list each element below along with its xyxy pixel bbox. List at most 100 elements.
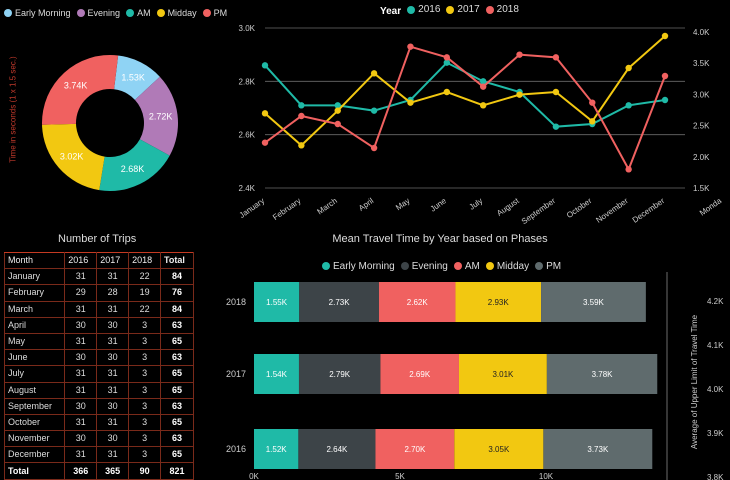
line-point-2016[interactable] [334, 102, 341, 109]
line-legend-item-2016[interactable]: 2016 [407, 4, 440, 15]
donut-slice-pm[interactable] [42, 54, 119, 125]
line-point-2017[interactable] [370, 70, 378, 77]
table-row: April 30 30 3 63 [3, 316, 194, 334]
trips-col-2018[interactable]: 2018 [128, 251, 162, 270]
line-point-2016[interactable] [443, 59, 451, 66]
trips-col-month[interactable]: Month [3, 251, 66, 270]
bar-segment-early-morning[interactable] [254, 429, 299, 469]
bar-segment-early-morning[interactable] [254, 282, 300, 322]
line-point-2018[interactable] [261, 139, 269, 146]
line-point-2018[interactable] [443, 54, 451, 61]
bar-chart-title: Mean Travel Time by Year based on Phases [332, 233, 548, 245]
line-point-2016[interactable] [552, 123, 560, 130]
bar-segment-midday[interactable] [455, 282, 542, 322]
table-cell: 31 [64, 268, 98, 286]
donut-slice-evening[interactable] [134, 76, 178, 156]
legend-item-evening[interactable]: Evening [76, 8, 120, 18]
line-point-2018[interactable] [625, 166, 632, 173]
bar-segment-evening[interactable] [298, 354, 381, 394]
legend-item-pm[interactable]: PM [202, 8, 227, 18]
donut-slice-early-morning[interactable] [114, 55, 160, 100]
bar-legend-item-pm[interactable]: PM [535, 261, 561, 272]
table-row: May 31 31 3 65 [3, 332, 194, 351]
bar-legend-item-evening[interactable]: Evening [400, 261, 448, 272]
line-point-2018[interactable] [298, 112, 305, 120]
table-cell: March [3, 300, 66, 318]
bar-segment-midday[interactable] [458, 354, 547, 394]
bar-segment-am[interactable] [378, 282, 456, 322]
legend-item-early-morning[interactable]: Early Morning [4, 8, 71, 18]
bar-segment-evening[interactable] [298, 429, 376, 469]
table-cell: 3 [128, 349, 162, 367]
trips-col-total[interactable]: Total [160, 251, 194, 270]
bar-segment-label: 2.73K [329, 298, 351, 307]
table-cell: 65 [160, 332, 194, 351]
line-point-2018[interactable] [479, 83, 487, 90]
bar-legend-item-early-morning[interactable]: Early Morning [322, 261, 395, 272]
line-point-2018[interactable] [334, 120, 341, 128]
legend-item-midday[interactable]: Midday [156, 8, 197, 18]
line-point-2017[interactable] [261, 110, 269, 117]
line-legend: Year 2016 2017 2018 [380, 4, 525, 17]
bar-segment-am[interactable] [375, 429, 455, 469]
bar-segment-early-morning[interactable] [254, 354, 299, 394]
donut-slice-am[interactable] [99, 139, 170, 191]
table-cell: 30 [64, 430, 98, 448]
line-legend-item-2018[interactable]: 2018 [485, 4, 519, 15]
line-point-2017[interactable] [334, 107, 341, 114]
line-point-2017[interactable] [625, 64, 632, 72]
line-point-2017[interactable] [407, 99, 414, 106]
line-point-2016[interactable] [479, 78, 487, 85]
table-row: March 31 31 22 84 [3, 300, 194, 318]
line-point-2018[interactable] [661, 72, 669, 80]
trips-col-2016[interactable]: 2016 [64, 251, 98, 270]
bar-segment-midday[interactable] [454, 429, 544, 469]
bar-segment-am[interactable] [380, 354, 459, 394]
line-point-2016[interactable] [625, 102, 632, 109]
line-point-2018[interactable] [589, 99, 596, 106]
bar-segment-evening[interactable] [299, 282, 379, 322]
line-point-2017[interactable] [589, 118, 596, 125]
line-point-2016[interactable] [370, 107, 378, 114]
line-point-2017[interactable] [661, 32, 669, 40]
table-cell: 31 [96, 268, 130, 286]
bar-segment-label: 3.05K [488, 445, 510, 454]
table-cell: 31 [96, 300, 130, 318]
line-point-2017[interactable] [552, 88, 560, 96]
trips-col-2017[interactable]: 2017 [96, 251, 130, 270]
legend-item-am[interactable]: AM [126, 8, 151, 18]
line-point-2017[interactable] [298, 142, 305, 149]
table-cell: 31 [64, 332, 98, 351]
line-chart: 3.0K 2.8K 2.6K 2.4K 4.0K 3.5K 3.0K 2.5K 2.0K 1.5K… [238, 24, 724, 225]
donut-slice-midday[interactable] [42, 123, 105, 191]
table-cell: 63 [160, 349, 194, 367]
bar-segment-pm[interactable] [541, 282, 646, 322]
line-legend-item-2017[interactable]: 2017 [446, 4, 480, 15]
bar-legend-item-am[interactable]: AM [453, 261, 480, 272]
bar-year-label: 2017 [226, 369, 246, 379]
x-tick-march: March [315, 196, 338, 216]
line-point-2016[interactable] [298, 102, 305, 109]
line-point-2016[interactable] [261, 62, 269, 69]
table-cell: 90 [128, 462, 162, 480]
line-point-2017[interactable] [443, 88, 451, 96]
donut-slice-label: 3.74K [64, 80, 88, 90]
line-point-2018[interactable] [370, 144, 378, 152]
bar-legend-item-midday[interactable]: Midday [485, 261, 529, 272]
legend-dot [322, 262, 330, 270]
table-cell: 29 [64, 284, 98, 302]
table-cell: 31 [64, 300, 98, 318]
line-point-2018[interactable] [552, 54, 560, 61]
table-cell: 31 [96, 446, 130, 464]
legend-dot [400, 262, 409, 270]
bar-segment-pm[interactable] [543, 429, 653, 469]
bar-segment-pm[interactable] [546, 354, 658, 394]
y-left-tick: 2.4K [239, 184, 256, 193]
line-point-2018[interactable] [407, 43, 414, 50]
bar-right-tick: 4.0K [707, 385, 724, 394]
line-point-2017[interactable] [516, 91, 523, 98]
line-point-2018[interactable] [516, 51, 523, 58]
line-point-2016[interactable] [661, 96, 669, 104]
line-point-2017[interactable] [479, 102, 487, 109]
table-cell: September [3, 397, 66, 415]
